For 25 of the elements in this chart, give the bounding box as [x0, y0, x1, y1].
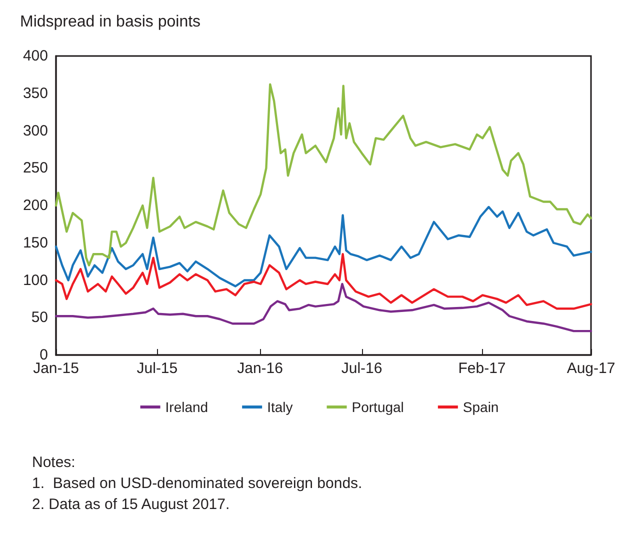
y-tick-label: 100 [22, 272, 48, 289]
legend-label: Italy [267, 399, 293, 415]
x-tick-label: Jan-16 [237, 360, 283, 377]
line-series [54, 282, 592, 332]
legend-label: Ireland [165, 399, 208, 415]
y-tick-label: 300 [22, 122, 48, 140]
y-axis-title: Midspread in basis points [20, 14, 201, 30]
x-tick-label: Aug-17 [566, 360, 616, 377]
legend-label: Spain [462, 399, 499, 415]
x-tick-label: Feb-17 [458, 360, 506, 377]
y-tick-label: 250 [22, 160, 48, 177]
text: Notes: [32, 454, 76, 471]
line-series [54, 206, 592, 288]
y-tick-label: 150 [22, 234, 48, 252]
legend-label: Portugal [352, 399, 404, 415]
x-tick-label: Jul-15 [136, 360, 178, 377]
y-tick-label: 350 [22, 84, 48, 102]
text: 2. Data as of 15 August 2017. [32, 496, 230, 513]
line-series [54, 83, 592, 266]
line-series [54, 252, 592, 310]
x-tick-label: Jul-16 [341, 360, 382, 377]
y-tick-label: 400 [22, 48, 48, 64]
y-tick-label: 200 [22, 197, 48, 214]
text: 1. Based on USD-denominated sovereign bonds. [32, 475, 362, 492]
y-tick-label: 50 [31, 309, 48, 326]
